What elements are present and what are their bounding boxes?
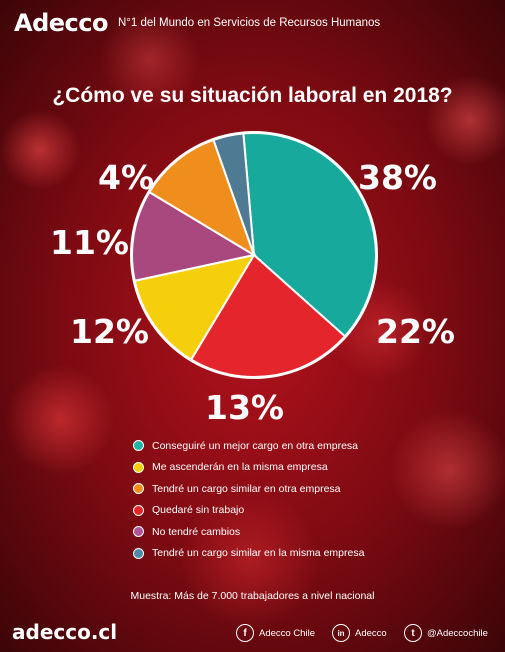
tagline: N°1 del Mundo en Servicios de Recursos H… — [117, 17, 381, 29]
legend-label: Tendré un cargo similar en otra empresa — [152, 482, 341, 495]
pct-label-5: 4% — [98, 158, 155, 197]
legend-dot — [133, 461, 144, 473]
twitter-icon: t — [404, 624, 422, 642]
adecco-logo[interactable]: Adecco — [14, 9, 108, 37]
pct-label-3: 12% — [70, 312, 149, 351]
legend-item: No tendré cambios — [133, 521, 364, 543]
twitter-link[interactable]: t @Adeccochile — [404, 624, 488, 642]
facebook-link[interactable]: f Adecco Chile — [236, 624, 315, 642]
facebook-label: Adecco Chile — [259, 627, 315, 639]
pie-slice-conseguire-un-mejor-cargo-en-otra-empresa — [242, 132, 377, 338]
legend-item: Quedaré sin trabajo — [133, 500, 364, 522]
legend-item: Me ascenderán en la misma empresa — [133, 457, 364, 479]
facebook-icon: f — [236, 624, 254, 642]
header: Adecco N°1 del Mundo en Servicios de Rec… — [14, 8, 380, 38]
legend-dot — [133, 547, 144, 559]
legend-item: Conseguiré un mejor cargo en otra empres… — [133, 435, 364, 457]
pct-label-4: 11% — [50, 223, 129, 262]
chart-title: ¿Cómo ve su situación laboral en 2018? — [52, 84, 453, 107]
legend-label: Me ascenderán en la misma empresa — [152, 461, 328, 474]
pie-slice-no-tendre-cambios — [131, 190, 257, 282]
footer: adecco.cl f Adecco Chile in Adecco t @Ad… — [0, 614, 505, 652]
legend-label: Tendré un cargo similar en la misma empr… — [152, 547, 365, 560]
linkedin-label: Adecco — [355, 627, 387, 639]
website-link[interactable]: adecco.cl — [12, 620, 118, 644]
legend: Conseguiré un mejor cargo en otra empres… — [133, 435, 364, 564]
linkedin-icon: in — [332, 624, 350, 642]
legend-dot — [133, 483, 144, 495]
twitter-label: @Adeccochile — [427, 627, 488, 639]
pct-label-0: 38% — [358, 158, 437, 197]
legend-dot — [133, 440, 144, 452]
legend-item: Tendré un cargo similar en otra empresa — [133, 478, 364, 500]
pie-slice-tendre-un-cargo-similar-en-otra-empresa — [148, 138, 256, 258]
pct-label-2: 13% — [205, 388, 284, 427]
pie-slice-me-ascenderan-en-la-misma-empresa — [133, 253, 257, 361]
pie-slice-tendre-un-cargo-similar-en-la-misma-empresa — [212, 132, 255, 256]
legend-dot — [133, 526, 144, 538]
legend-label: Conseguiré un mejor cargo en otra empres… — [152, 439, 359, 452]
pct-label-1: 22% — [376, 312, 455, 351]
legend-label: No tendré cambios — [152, 525, 241, 538]
pie-slice-quedare-sin-trabajo — [189, 253, 347, 378]
legend-dot — [133, 504, 144, 516]
linkedin-link[interactable]: in Adecco — [332, 624, 387, 642]
legend-item: Tendré un cargo similar en la misma empr… — [133, 543, 364, 565]
sample-note: Muestra: Más de 7.000 trabajadores a niv… — [130, 590, 375, 602]
legend-label: Quedaré sin trabajo — [152, 504, 245, 517]
